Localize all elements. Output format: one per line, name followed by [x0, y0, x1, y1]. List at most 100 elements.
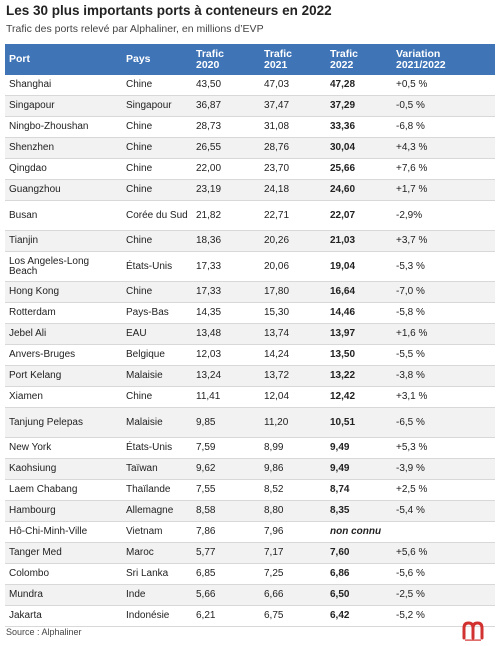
country-cell: Taïwan: [122, 458, 192, 480]
traffic-2021-cell: 47,03: [260, 75, 326, 96]
traffic-2022-cell: 33,36: [326, 116, 392, 138]
table-row: Port Kelang Malaisie 13,24 13,72 13,22 -3,8 %: [5, 365, 495, 387]
variation-cell: -5,4 %: [392, 500, 495, 522]
ports-table: Port Pays Trafic 2020 Trafic 2021 Trafic 2022 Va…: [5, 44, 495, 627]
traffic-2022-cell: 22,07: [326, 200, 392, 231]
traffic-2021-cell: 15,30: [260, 302, 326, 324]
country-cell: États-Unis: [122, 251, 192, 282]
traffic-2022-cell: 8,74: [326, 479, 392, 501]
variation-cell: +5,3 %: [392, 437, 495, 459]
country-cell: Chine: [122, 158, 192, 180]
variation-cell: -2,9%: [392, 200, 495, 231]
variation-cell: +2,5 %: [392, 479, 495, 501]
traffic-2022-cell: 6,86: [326, 563, 392, 585]
table-row: Anvers-Bruges Belgique 12,03 14,24 13,50 -5,5…: [5, 344, 495, 366]
traffic-2022-cell: 21,03: [326, 230, 392, 252]
traffic-2021-cell: 28,76: [260, 137, 326, 159]
port-cell: Qingdao: [5, 158, 122, 180]
port-cell: Hong Kong: [5, 281, 122, 303]
traffic-2020-cell: 9,85: [192, 407, 260, 438]
column-header: Trafic 2022: [326, 44, 392, 75]
traffic-2022-cell: 14,46: [326, 302, 392, 324]
traffic-2021-cell: 7,96: [260, 521, 326, 543]
table-row: Ningbo-Zhoushan Chine 28,73 31,08 33,36 -6,8 …: [5, 116, 495, 138]
variation-cell: +1,7 %: [392, 179, 495, 201]
variation-cell: -5,6 %: [392, 563, 495, 585]
traffic-2021-cell: 17,80: [260, 281, 326, 303]
traffic-2021-cell: 37,47: [260, 95, 326, 117]
country-cell: Vietnam: [122, 521, 192, 543]
traffic-2020-cell: 17,33: [192, 251, 260, 282]
variation-cell: -7,0 %: [392, 281, 495, 303]
table-row: Jakarta Indonésie 6,21 6,75 6,42 -5,2 %: [5, 605, 495, 627]
traffic-2022-cell: 7,60: [326, 542, 392, 564]
port-cell: Jebel Ali: [5, 323, 122, 345]
variation-cell: +1,6 %: [392, 323, 495, 345]
column-header-line2: 2021/2022: [396, 58, 446, 71]
m-logo-icon: [462, 621, 484, 641]
table-row: Los Angeles-Long Beach États-Unis 17,33 20,…: [5, 251, 495, 282]
traffic-2021-cell: 11,20: [260, 407, 326, 438]
column-header-line1: Trafic: [330, 47, 359, 60]
traffic-2021-cell: 6,66: [260, 584, 326, 606]
variation-cell: +3,7 %: [392, 230, 495, 252]
traffic-2020-cell: 14,35: [192, 302, 260, 324]
port-cell: Hambourg: [5, 500, 122, 522]
port-cell: Singapour: [5, 95, 122, 117]
traffic-2021-cell: 7,17: [260, 542, 326, 564]
country-cell: Thaïlande: [122, 479, 192, 501]
traffic-2021-cell: 7,25: [260, 563, 326, 585]
traffic-2022-cell: 6,50: [326, 584, 392, 606]
traffic-2020-cell: 6,21: [192, 605, 260, 627]
country-cell: Chine: [122, 137, 192, 159]
country-cell: Chine: [122, 281, 192, 303]
column-header-line1: Variation: [396, 47, 441, 60]
table-row: Singapour Singapour 36,87 37,47 37,29 -0,5 %: [5, 95, 495, 117]
table-row: Hô-Chi-Minh-Ville Vietnam 7,86 7,96 non conn…: [5, 521, 495, 543]
traffic-2021-cell: 31,08: [260, 116, 326, 138]
traffic-2020-cell: 7,86: [192, 521, 260, 543]
traffic-2022-cell: 16,64: [326, 281, 392, 303]
traffic-2022-cell: 47,28: [326, 75, 392, 96]
column-header-line2: 2022: [330, 58, 354, 71]
variation-cell: [392, 521, 495, 543]
column-header: Trafic 2021: [260, 44, 326, 75]
country-cell: Malaisie: [122, 365, 192, 387]
traffic-2022-cell: 19,04: [326, 251, 392, 282]
traffic-2021-cell: 22,71: [260, 200, 326, 231]
traffic-2020-cell: 28,73: [192, 116, 260, 138]
traffic-2021-cell: 20,26: [260, 230, 326, 252]
port-cell: Guangzhou: [5, 179, 122, 201]
traffic-2020-cell: 26,55: [192, 137, 260, 159]
column-header-line1: Trafic: [264, 47, 293, 60]
traffic-2020-cell: 22,00: [192, 158, 260, 180]
traffic-2021-cell: 14,24: [260, 344, 326, 366]
port-cell: Laem Chabang: [5, 479, 122, 501]
traffic-2020-cell: 7,59: [192, 437, 260, 459]
variation-cell: -2,5 %: [392, 584, 495, 606]
variation-cell: +7,6 %: [392, 158, 495, 180]
traffic-2022-cell: 12,42: [326, 386, 392, 408]
traffic-2022-cell: 9,49: [326, 458, 392, 480]
variation-cell: -5,3 %: [392, 251, 495, 282]
traffic-2020-cell: 7,55: [192, 479, 260, 501]
table-row: Tanjung Pelepas Malaisie 9,85 11,20 10,51 -6,…: [5, 407, 495, 438]
port-cell: Mundra: [5, 584, 122, 606]
country-cell: Pays-Bas: [122, 302, 192, 324]
table-row: Qingdao Chine 22,00 23,70 25,66 +7,6 %: [5, 158, 495, 180]
country-cell: Sri Lanka: [122, 563, 192, 585]
table-header-row: Port Pays Trafic 2020 Trafic 2021 Trafic 2022 Va…: [5, 44, 495, 75]
traffic-2021-cell: 8,99: [260, 437, 326, 459]
table-row: Xiamen Chine 11,41 12,04 12,42 +3,1 %: [5, 386, 495, 408]
traffic-2021-cell: 23,70: [260, 158, 326, 180]
table-row: Tanger Med Maroc 5,77 7,17 7,60 +5,6 %: [5, 542, 495, 564]
table-row: Guangzhou Chine 23,19 24,18 24,60 +1,7 %: [5, 179, 495, 201]
column-header-line1: Trafic: [196, 47, 225, 60]
port-cell: Rotterdam: [5, 302, 122, 324]
country-cell: Singapour: [122, 95, 192, 117]
port-cell: Port Kelang: [5, 365, 122, 387]
variation-cell: -3,8 %: [392, 365, 495, 387]
traffic-2020-cell: 21,82: [192, 200, 260, 231]
traffic-2022-cell: 25,66: [326, 158, 392, 180]
traffic-2021-cell: 9,86: [260, 458, 326, 480]
